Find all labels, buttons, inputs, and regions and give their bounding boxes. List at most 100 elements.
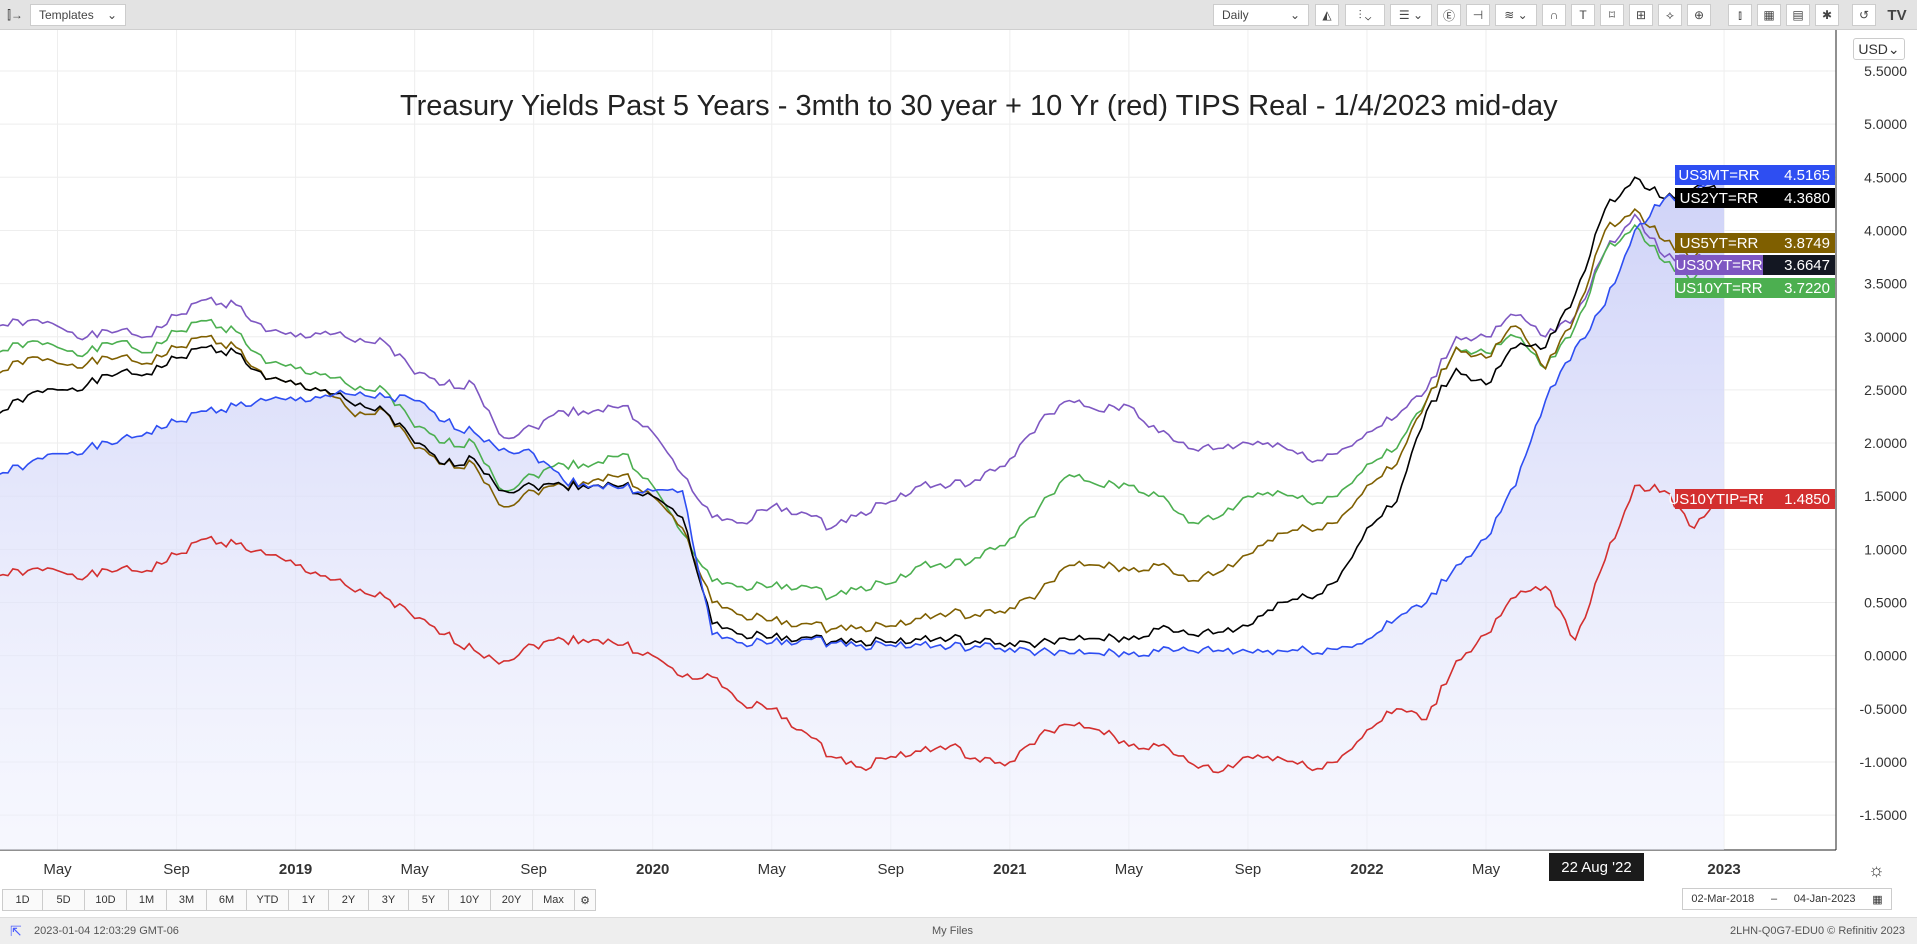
series-label: US30YT=RR 3.6647 xyxy=(1675,255,1835,275)
x-tick-label: 2021 xyxy=(993,861,1026,878)
range-button-5d[interactable]: 5D xyxy=(42,889,84,911)
range-button-5y[interactable]: 5Y xyxy=(408,889,448,911)
chevron-down-icon: ⌄ xyxy=(1289,8,1300,22)
range-button-10d[interactable]: 10D xyxy=(84,889,126,911)
rectangle-icon[interactable]: ⌑ xyxy=(1600,4,1624,26)
y-tick-label: 4.5000 xyxy=(1864,169,1907,185)
series-line-US2YT=RR xyxy=(0,176,1725,649)
interval-label: Daily xyxy=(1222,8,1249,22)
series-label: US2YT=RR 4.3680 xyxy=(1675,188,1835,208)
indicators-icon[interactable]: ⫶ ⌄ xyxy=(1345,4,1385,26)
range-buttons: 1D 5D 10D 1M 3M 6M YTD 1Y 2Y 3Y 5Y 10Y 20Y Max ⚙ xyxy=(2,889,596,911)
area-US3MT=RR xyxy=(0,175,1725,850)
y-tick-label: -0.5000 xyxy=(1860,701,1908,717)
studies-icon[interactable]: ☰ ⌄ xyxy=(1390,4,1432,26)
series-label: US10YT=RR 3.7220 xyxy=(1675,278,1835,298)
x-tick-label: May xyxy=(1472,861,1501,878)
series-value: 3.7220 xyxy=(1763,278,1835,298)
x-tick-label: May xyxy=(758,861,787,878)
range-settings-icon[interactable]: ⚙ xyxy=(574,889,596,911)
range-button-20y[interactable]: 20Y xyxy=(490,889,532,911)
footer-right: 2LHN-Q0G7-EDU0 © Refinitiv 2023 xyxy=(1729,925,1905,937)
news-icon[interactable]: ▤ xyxy=(1786,4,1810,26)
magnet-icon[interactable]: ∩ xyxy=(1542,4,1566,26)
series-name: US10YTIP=RR xyxy=(1668,489,1770,509)
range-button-max[interactable]: Max xyxy=(532,889,574,911)
x-tick-label: 2023 xyxy=(1707,861,1740,878)
series-name: US30YT=RR xyxy=(1675,255,1763,275)
x-tick-label: 2022 xyxy=(1350,861,1383,878)
y-tick-label: -1.0000 xyxy=(1860,754,1908,770)
table-icon[interactable]: ▦ xyxy=(1757,4,1781,26)
range-button-1d[interactable]: 1D xyxy=(2,889,42,911)
undo-icon[interactable]: ↺ xyxy=(1852,4,1876,26)
x-tick-label: Sep xyxy=(1235,861,1262,878)
yield-chart[interactable]: 5.5000 5.0000 4.5000 4.0000 3.5000 3.0000 2.50… xyxy=(0,30,1917,890)
fib-icon[interactable]: ⊞ xyxy=(1629,4,1653,26)
export-chart-icon[interactable]: ⫾ xyxy=(1728,4,1752,26)
series-name: US10YT=RR xyxy=(1675,278,1763,298)
y-tick-label: 3.5000 xyxy=(1864,276,1907,292)
my-files-link[interactable]: My Files xyxy=(932,925,973,937)
range-button-1m[interactable]: 1M xyxy=(126,889,166,911)
y-tick-label: 0.0000 xyxy=(1864,648,1907,664)
events-icon[interactable]: Ⓔ xyxy=(1437,4,1461,26)
chart-type-icon[interactable]: ◭ xyxy=(1315,4,1339,26)
range-button-3y[interactable]: 3Y xyxy=(368,889,408,911)
date-sep: – xyxy=(1770,893,1778,905)
currency-label: USD xyxy=(1858,41,1888,57)
range-button-3m[interactable]: 3M xyxy=(166,889,206,911)
range-button-6m[interactable]: 6M xyxy=(206,889,246,911)
series-name: US3MT=RR xyxy=(1675,165,1763,185)
y-tick-label: 2.0000 xyxy=(1864,435,1907,451)
x-tick-label: Sep xyxy=(520,861,547,878)
drawing-icon[interactable]: ≋ ⌄ xyxy=(1495,4,1537,26)
range-button-10y[interactable]: 10Y xyxy=(448,889,490,911)
y-tick-label: 0.5000 xyxy=(1864,595,1907,611)
date-from: 02-Mar-2018 xyxy=(1691,893,1755,905)
crosshair-date-label: 22 Aug '22 xyxy=(1549,853,1644,881)
x-tick-label: May xyxy=(1115,861,1144,878)
x-tick-label: May xyxy=(43,861,72,878)
sidebar-toggle-button[interactable]: ⫿→ xyxy=(7,7,23,22)
y-tick-label: 5.5000 xyxy=(1864,63,1907,79)
date-to: 04-Jan-2023 xyxy=(1793,893,1856,905)
chevron-down-icon: ⌄ xyxy=(106,8,117,22)
series-line-US3MT=RR xyxy=(0,174,1725,658)
text-icon[interactable]: T xyxy=(1571,4,1595,26)
x-tick-label: May xyxy=(400,861,429,878)
range-button-2y[interactable]: 2Y xyxy=(328,889,368,911)
y-tick-label: 4.0000 xyxy=(1864,222,1907,238)
calendar-icon: ▦ xyxy=(1872,893,1883,906)
series-value: 1.4850 xyxy=(1763,489,1835,509)
x-tick-label: 2019 xyxy=(279,861,312,878)
series-value: 4.5165 xyxy=(1763,165,1835,185)
x-tick-label: Sep xyxy=(163,861,190,878)
series-label: US10YTIP=RR 1.4850 xyxy=(1668,489,1835,509)
polygon-icon[interactable]: ⟡ xyxy=(1658,4,1682,26)
y-tick-label: 5.0000 xyxy=(1864,116,1907,132)
series-line-US30YT=RR xyxy=(0,213,1725,531)
y-tick-label: 1.5000 xyxy=(1864,488,1907,504)
currency-dropdown[interactable]: USD ⌄ xyxy=(1853,38,1905,60)
series-value: 4.3680 xyxy=(1763,188,1835,208)
y-tick-label: -1.5000 xyxy=(1860,807,1908,823)
range-button-1y[interactable]: 1Y xyxy=(288,889,328,911)
chart-settings-icon[interactable]: ☼ xyxy=(1868,860,1885,880)
interval-dropdown[interactable]: Daily ⌄ xyxy=(1213,4,1309,26)
tradingview-logo-icon: TV xyxy=(1887,6,1907,24)
date-range-picker[interactable]: 02-Mar-2018 – 04-Jan-2023 ▦ xyxy=(1682,888,1892,910)
crosshair-icon[interactable]: ⊣ xyxy=(1466,4,1490,26)
templates-label: Templates xyxy=(39,8,94,22)
timestamp: 2023-01-04 12:03:29 GMT-06 xyxy=(34,925,179,937)
templates-dropdown[interactable]: Templates ⌄ xyxy=(30,4,126,26)
series-name: US5YT=RR xyxy=(1675,233,1763,253)
refinitiv-logo-icon: ⇱ xyxy=(10,923,22,939)
settings-chart-icon[interactable]: ✱ xyxy=(1815,4,1839,26)
range-button-ytd[interactable]: YTD xyxy=(246,889,288,911)
zoom-icon[interactable]: ⊕ xyxy=(1687,4,1711,26)
x-tick-label: 2020 xyxy=(636,861,669,878)
series-value: 3.6647 xyxy=(1763,255,1835,275)
series-line-US10YTIP=RR xyxy=(0,483,1725,774)
chart-title: Treasury Yields Past 5 Years - 3mth to 3… xyxy=(400,90,1558,122)
